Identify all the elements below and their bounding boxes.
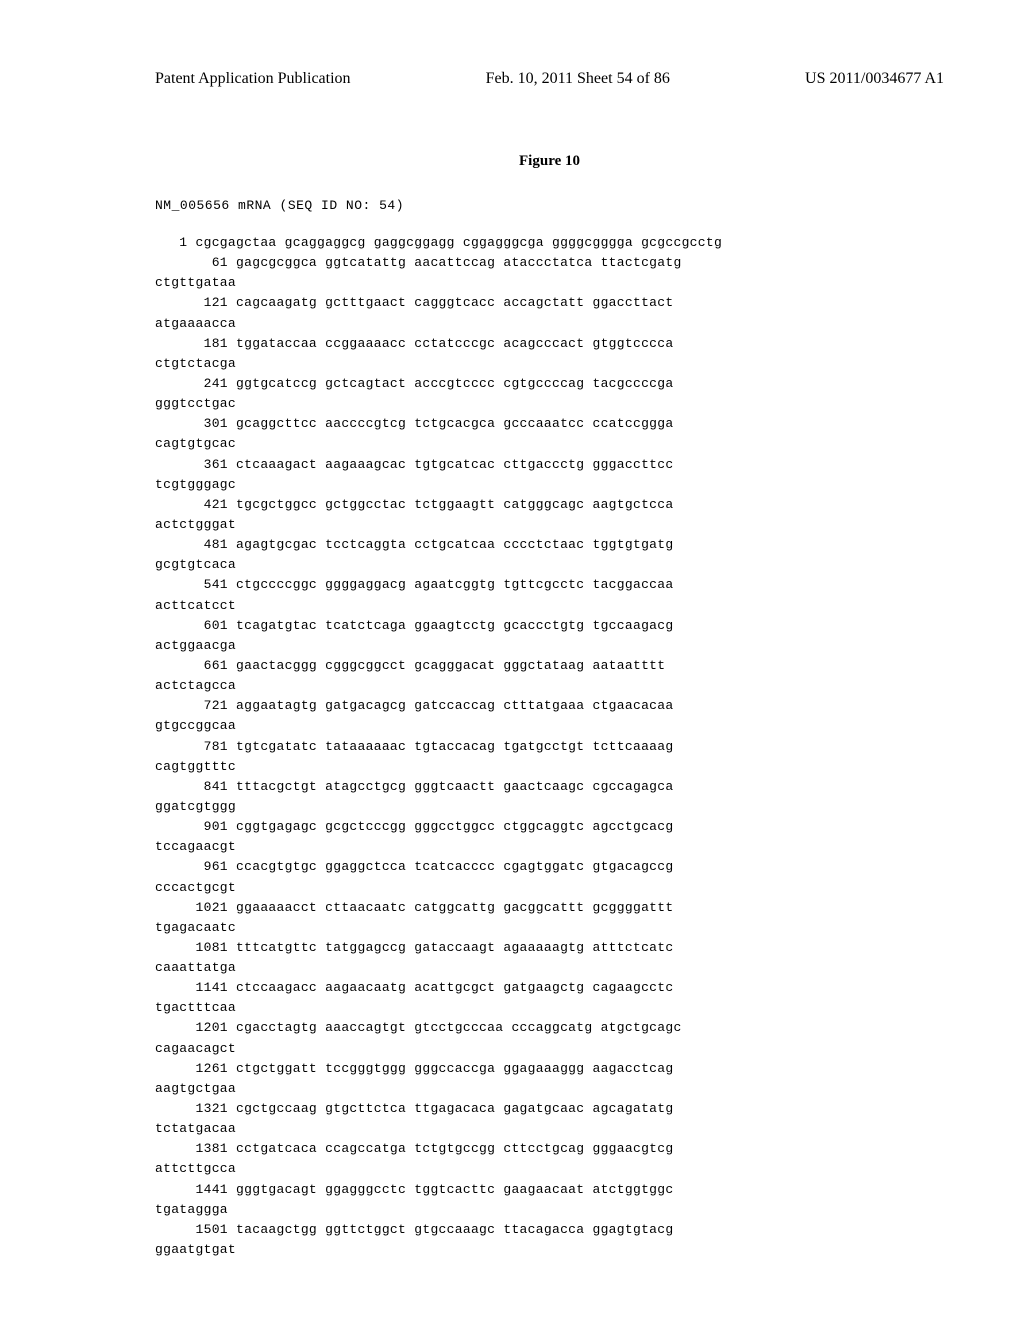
header-left: Patent Application Publication — [155, 70, 351, 88]
figure-title: Figure 10 — [155, 153, 944, 170]
sequence-block: 1 cgcgagctaa gcaggaggcg gaggcggagg cggag… — [155, 233, 944, 1260]
header-row: Patent Application Publication Feb. 10, … — [155, 70, 944, 88]
header-center: Feb. 10, 2011 Sheet 54 of 86 — [351, 70, 805, 88]
sequence-id: NM_005656 mRNA (SEQ ID NO: 54) — [155, 198, 944, 213]
header-right: US 2011/0034677 A1 — [805, 70, 944, 88]
